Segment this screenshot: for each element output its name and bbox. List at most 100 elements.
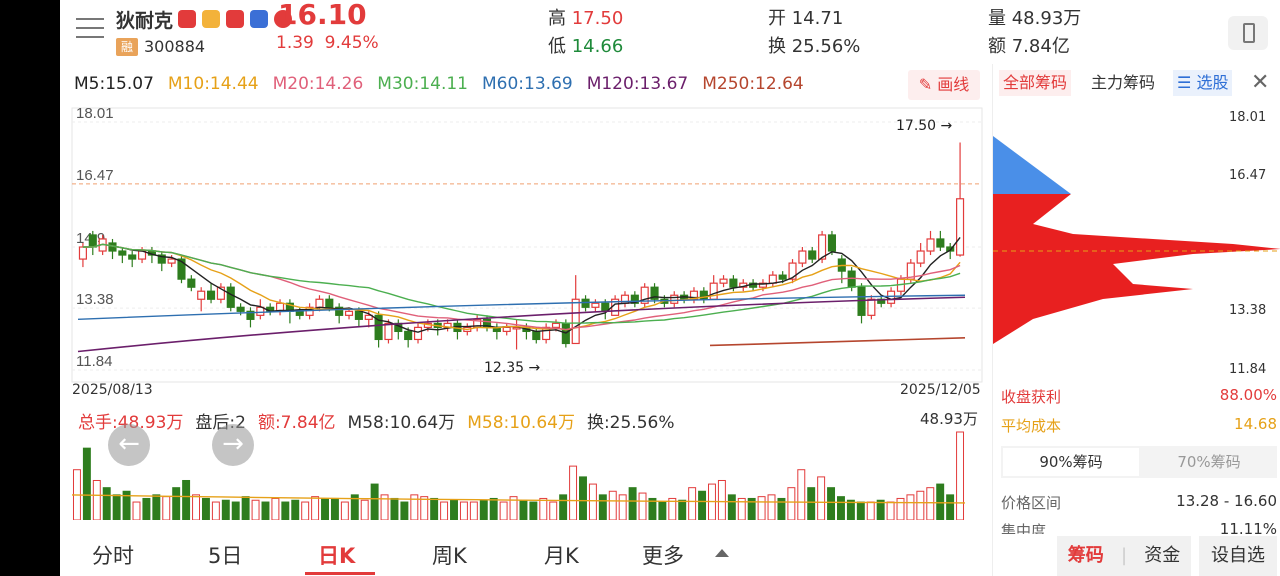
volume-bar	[896, 497, 905, 520]
volume-chart[interactable]	[60, 420, 992, 520]
profit-row: 收盘获利 88.00%	[1001, 386, 1277, 407]
candle-body	[177, 258, 186, 280]
quote-header: 狄耐克 16.10 融 300884 1.39 9.45% 高 17.50 低 …	[60, 0, 1280, 64]
volume-bar	[559, 494, 568, 520]
avg-cost-label: 平均成本	[1001, 417, 1062, 435]
volume-bar	[598, 494, 607, 520]
select-stock-label: 选股	[1196, 73, 1229, 92]
candle-body	[808, 250, 817, 260]
candle-body	[325, 298, 334, 308]
chips-button[interactable]: 筹码	[1067, 545, 1104, 566]
volume-bar	[737, 497, 746, 520]
volume-bar	[291, 499, 300, 520]
candle-body	[335, 306, 344, 316]
ma-legend-item: M30:14.11	[377, 74, 468, 94]
volume-bar	[301, 501, 310, 520]
volume-bar	[936, 483, 945, 520]
chip-price-1: 18.01	[1229, 110, 1267, 125]
volume-bar	[112, 494, 121, 520]
tab-intraday[interactable]: 分时	[92, 544, 134, 568]
tab-select-stock[interactable]: ☰ 选股	[1173, 70, 1233, 96]
concentration-row: 集中度 11.11%	[1001, 520, 1277, 534]
volume-bar	[82, 447, 91, 520]
red-tag-icon[interactable]	[178, 10, 196, 28]
active-tab-indicator	[305, 572, 375, 575]
open-stat: 开 14.71	[768, 4, 843, 30]
volume-bar	[162, 496, 171, 520]
volume-bar	[807, 487, 816, 520]
volume-stat: 量 48.93万	[988, 4, 1081, 30]
volume-bar	[261, 501, 270, 520]
volume-bar	[201, 497, 210, 520]
volume-bar	[271, 497, 280, 520]
margin-tag: 融	[116, 38, 138, 56]
candle-body	[591, 302, 600, 308]
note-icon[interactable]	[226, 10, 244, 28]
draw-line-button[interactable]: ✎ 画线	[908, 70, 980, 100]
volume-bar	[926, 487, 935, 520]
tab-weekly-k[interactable]: 周K	[432, 544, 467, 568]
y-tick-label: 18.01	[76, 105, 114, 122]
turnover-label: 换	[768, 36, 786, 57]
volume-bar	[132, 501, 141, 520]
candle-body	[167, 258, 176, 264]
high-stat: 高 17.50	[548, 4, 623, 30]
prev-arrow-icon[interactable]: ←	[108, 424, 150, 466]
ma-line	[82, 243, 961, 324]
tab-all-chips[interactable]: 全部筹码	[999, 70, 1072, 96]
low-stat: 低 14.66	[548, 32, 623, 58]
candle-body	[778, 274, 787, 280]
volume-bar	[450, 499, 458, 520]
ma-legend-item: M250:12.64	[702, 74, 804, 94]
volume-bar	[698, 490, 707, 520]
tab-monthly-k[interactable]: 月K	[544, 544, 579, 568]
volume-bar	[866, 501, 875, 520]
candle-body	[926, 238, 935, 252]
chip-profit-area	[993, 136, 1071, 194]
more-up-arrow-icon[interactable]	[715, 549, 729, 557]
next-arrow-icon[interactable]: →	[212, 424, 254, 466]
phone-icon[interactable]	[1228, 16, 1268, 50]
candle-body	[551, 322, 561, 328]
add-watchlist-button[interactable]: 设自选	[1199, 536, 1277, 576]
volume-bar	[678, 499, 687, 520]
volume-bar	[420, 496, 429, 520]
candle-body	[719, 278, 728, 284]
volume-bar	[608, 490, 617, 520]
concentration-label: 集中度	[1001, 522, 1047, 534]
tab-more[interactable]: 更多	[642, 544, 684, 568]
badge-icon[interactable]	[274, 10, 292, 28]
seg-90[interactable]: 90%筹码	[1003, 448, 1139, 476]
volume-bar	[579, 476, 587, 520]
amount-value: 7.84亿	[1011, 36, 1070, 57]
candle-body	[650, 286, 659, 300]
volume-legend-item: 换:25.56%	[586, 413, 675, 433]
candle-body	[236, 306, 245, 312]
candle-body	[887, 290, 896, 304]
funds-button[interactable]: 资金	[1144, 545, 1181, 566]
weibo-icon[interactable]	[202, 10, 220, 28]
tab-main-chips[interactable]: 主力筹码	[1091, 73, 1156, 92]
candle-body	[946, 246, 955, 252]
menu-icon[interactable]	[76, 18, 104, 42]
stock-name[interactable]: 狄耐克	[116, 10, 174, 32]
info-icon[interactable]	[250, 10, 268, 28]
candle-body	[847, 270, 856, 288]
close-icon[interactable]: ✕	[1251, 70, 1270, 95]
volume-bar	[569, 465, 578, 520]
chip-price-2: 16.47	[1229, 168, 1267, 183]
ma-line	[82, 236, 961, 334]
volume-bar	[102, 487, 111, 520]
seg-70[interactable]: 70%筹码	[1177, 453, 1241, 471]
tab-5day[interactable]: 5日	[208, 544, 243, 568]
volume-bar	[370, 483, 379, 520]
volume-bar	[856, 501, 865, 520]
candle-body	[78, 246, 87, 260]
turnover-value: 25.56%	[791, 36, 861, 57]
tab-daily-k[interactable]: 日K	[318, 544, 356, 568]
volume-bar	[430, 497, 439, 520]
volume-bar	[777, 497, 786, 520]
candle-body	[867, 298, 876, 316]
volume-bar	[549, 501, 558, 520]
